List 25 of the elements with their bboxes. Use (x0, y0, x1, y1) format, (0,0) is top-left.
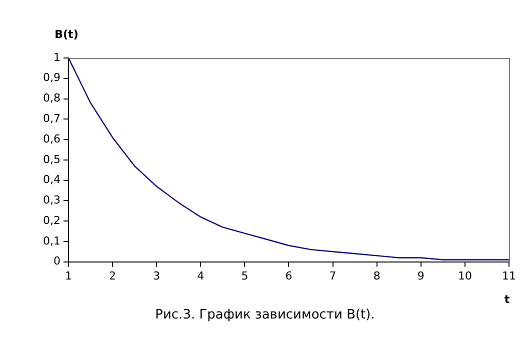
y-axis-title: B(t) (54, 28, 78, 41)
y-tick-label: 0,7 (42, 112, 60, 125)
x-tick-label: 1 (64, 269, 72, 282)
x-tick-label: 2 (109, 269, 116, 282)
y-tick-label: 0,4 (42, 173, 60, 186)
x-axis-title: t (504, 292, 510, 306)
y-tick-label: 0,9 (42, 71, 60, 84)
y-tick-label: 0,2 (42, 214, 60, 227)
x-tick-label: 5 (241, 269, 248, 282)
y-tick-label: 0,1 (42, 234, 60, 248)
y-tick-label: 0 (53, 254, 60, 268)
x-tick-label: 9 (417, 269, 424, 282)
x-tick-label: 11 (502, 269, 516, 282)
x-tick-label: 6 (285, 269, 292, 282)
y-tick-label: 0,8 (42, 92, 60, 105)
x-tick-label: 8 (373, 269, 380, 282)
x-tick-label: 7 (329, 269, 336, 282)
x-tick-label: 4 (197, 269, 204, 282)
y-tick-label: 0,6 (42, 132, 60, 146)
x-tick-label: 3 (153, 269, 160, 282)
y-tick-label: 1 (53, 50, 60, 64)
text: Рис.3. График зависимости B(t). (155, 307, 375, 322)
x-tick-label: 10 (458, 269, 472, 282)
y-tick-label: 0,3 (42, 194, 60, 207)
y-tick-label: 0,5 (42, 152, 60, 166)
